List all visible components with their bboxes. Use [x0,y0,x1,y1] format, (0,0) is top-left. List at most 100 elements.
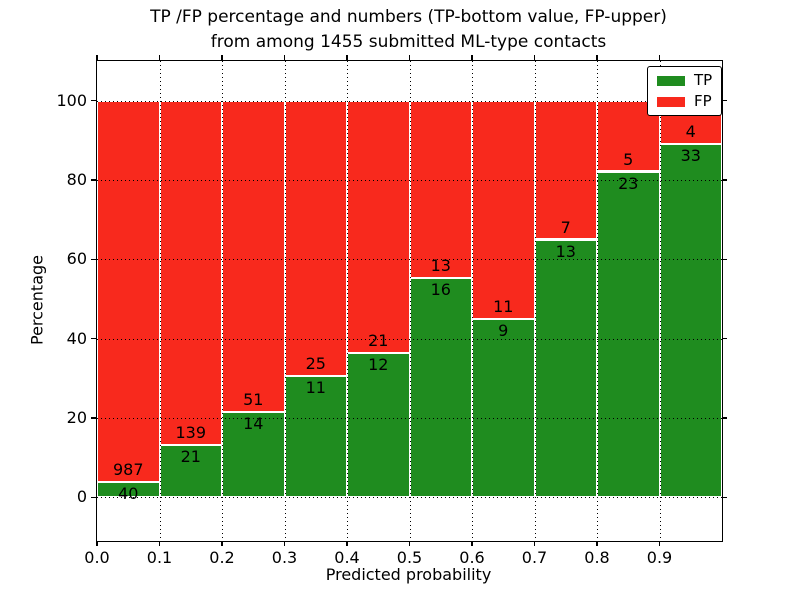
y-tick-mark [722,99,727,102]
tp-bar-segment [97,481,160,498]
tp-count-label: 12 [368,355,389,375]
tp-bar-segment [534,239,597,498]
legend-entry-fp: FP [657,94,712,109]
fp-count-label: 51 [243,389,264,409]
x-tick-label: 0.1 [146,548,173,567]
x-tick-mark [658,541,661,546]
tp-bar-segment [597,171,660,498]
chart-title-line2: from among 1455 submitted ML-type contac… [210,32,607,52]
tp-count-label: 21 [180,447,201,467]
x-tick-mark [596,54,598,60]
tp-count-label: 40 [118,483,139,503]
legend-swatch-tp [657,75,685,86]
tp-count-label: 9 [498,320,509,340]
tp-count-label: 11 [305,378,326,398]
fp-count-label: 987 [112,459,144,479]
y-tick-mark [722,258,727,261]
y-tick-label: 60 [66,249,87,269]
y-tick-label: 0 [76,487,87,507]
y-tick-mark [90,179,96,181]
x-axis-label: Predicted probability [325,565,492,584]
v-gridline [347,61,348,541]
fp-bar-segment [347,100,410,354]
x-tick-label: 0.4 [334,548,360,567]
tp-bar-segment [409,278,472,498]
y-tick-label: 20 [66,408,87,428]
x-tick-label: 0.9 [646,548,673,567]
tp-count-label: 16 [430,280,451,300]
x-tick-mark [346,541,348,546]
tp-bar-segment [472,318,535,498]
x-tick-mark [283,54,286,60]
fp-bar-segment [97,100,160,482]
y-tick-mark [90,417,96,419]
legend: TP FP [647,66,723,116]
x-tick-mark [533,54,536,60]
x-tick-mark [283,541,286,546]
v-gridline [409,61,411,541]
y-tick-label: 100 [56,90,87,110]
x-tick-mark [533,541,536,546]
v-gridline [534,61,536,541]
v-gridline [222,61,223,541]
legend-label: FP [694,92,712,110]
x-tick-mark [221,541,223,546]
fp-count-label: 139 [175,423,207,443]
v-gridline [284,61,286,541]
x-tick-mark [471,54,473,60]
x-tick-mark [408,541,411,546]
y-tick-mark [90,496,96,499]
x-tick-mark [158,54,161,60]
x-tick-label: 0.3 [271,548,298,567]
v-gridline [159,61,161,541]
y-tick-label: 80 [66,170,87,189]
x-tick-label: 0.2 [209,548,235,567]
fp-count-label: 7 [560,217,571,237]
x-tick-label: 0.6 [459,548,485,567]
fp-count-label: 21 [368,331,389,351]
fp-count-label: 4 [685,121,696,141]
y-tick-label: 40 [66,328,87,348]
fp-bar-segment [409,100,472,279]
y-tick-mark [90,258,96,261]
x-tick-mark [96,54,98,60]
x-tick-mark [471,541,473,546]
fp-count-label: 5 [623,149,634,169]
fp-count-label: 25 [305,354,326,374]
x-tick-mark [346,54,348,60]
tp-count-label: 13 [555,241,576,261]
legend-label: TP [694,71,713,89]
x-tick-label: 0.0 [84,548,110,567]
tp-bar-segment [347,353,410,498]
v-gridline [597,61,598,541]
x-tick-mark [221,54,223,60]
legend-swatch-fp [657,96,685,107]
y-tick-mark [722,417,727,419]
x-tick-label: 0.5 [396,548,423,567]
y-tick-mark [722,496,727,499]
tp-bar-segment [659,143,722,498]
v-gridline [472,61,473,541]
chart-title-line1: TP /FP percentage and numbers (TP-bottom… [150,7,667,27]
x-tick-label: 0.8 [584,548,610,567]
y-tick-mark [90,99,96,102]
chart-title: TP /FP percentage and numbers (TP-bottom… [96,5,721,55]
x-tick-mark [96,541,98,546]
tp-count-label: 33 [680,145,701,165]
fp-bar-segment [284,100,347,377]
tp-count-label: 14 [243,413,264,433]
fp-bar-segment [222,100,285,412]
y-tick-mark [722,337,727,340]
y-tick-mark [90,337,96,340]
x-tick-mark [658,54,661,60]
legend-entry-tp: TP [657,73,712,88]
v-gridline [659,61,661,541]
x-tick-mark [158,541,161,546]
fp-count-label: 11 [493,296,514,316]
plot-area: 987 40 139 21 51 14 25 11 21 12 13 16 11 9 7 13 5 23 4 33 0.… [56,54,727,567]
y-tick-mark [722,179,727,181]
fp-bar-segment [472,100,535,319]
tp-bar-segment [159,445,222,498]
fp-bar-segment [159,100,222,446]
tp-bar-segment [284,376,347,498]
